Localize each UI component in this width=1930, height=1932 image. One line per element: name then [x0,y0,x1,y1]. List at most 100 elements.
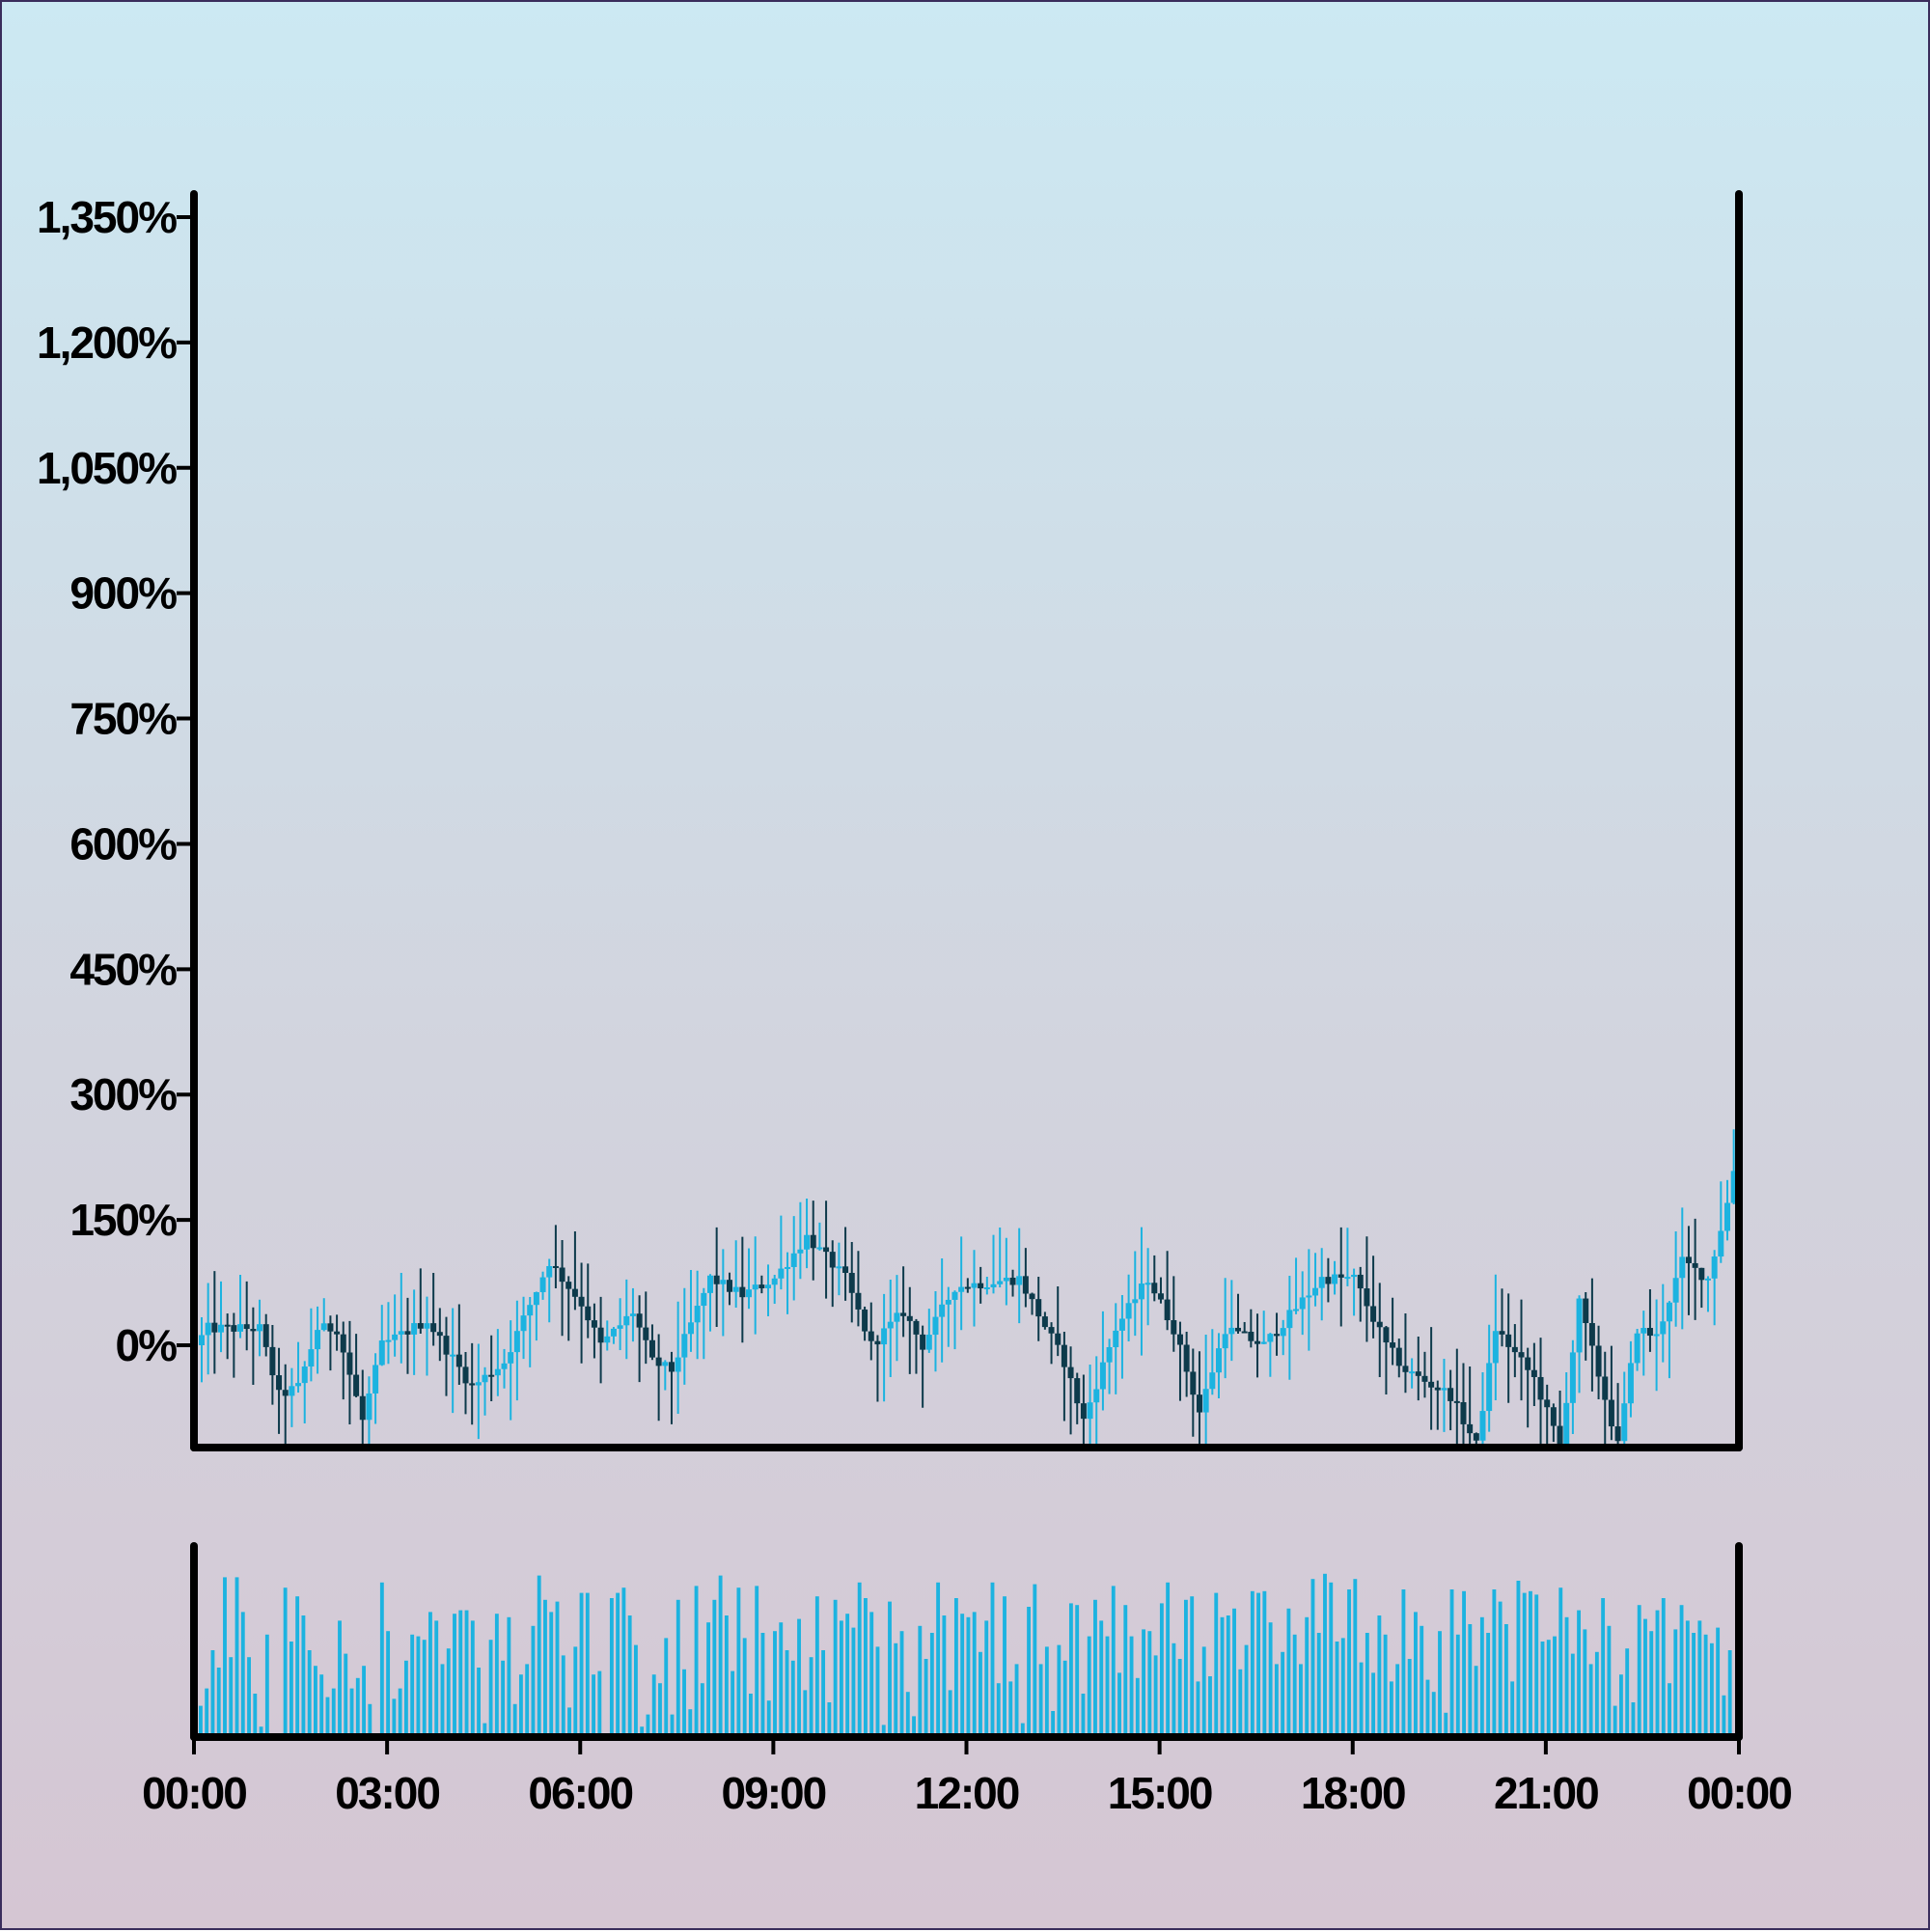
candle-body [218,1324,225,1333]
volume-bar [857,1582,862,1737]
volume-bar [1166,1582,1171,1737]
volume-bar [501,1660,506,1737]
volume-bar [924,1659,928,1737]
volume-bar [1008,1681,1013,1737]
candle-body [836,1266,842,1269]
volume-bar [1123,1605,1128,1737]
volume-bar [996,1683,1001,1737]
volume-bar [1244,1644,1249,1737]
volume-bar [1177,1659,1182,1737]
candle-body [1395,1347,1402,1366]
candle-body [1344,1277,1351,1280]
candle-body [765,1284,772,1288]
candle-body [1222,1334,1228,1349]
candle-body [571,1288,578,1297]
volume-bar [229,1657,234,1737]
volume-bar [755,1586,759,1737]
volume-bar [567,1707,571,1737]
candle-body [1479,1411,1486,1441]
volume-bar [1594,1651,1599,1737]
volume-bar [259,1726,263,1737]
candle-body [1569,1352,1576,1403]
volume-bar [1329,1582,1334,1737]
candle-body [1679,1256,1686,1279]
volume-bar [736,1587,741,1737]
candle-body [887,1321,894,1329]
candle-body [1171,1320,1177,1335]
volume-bar [664,1638,669,1737]
volume-bar [1286,1608,1291,1737]
candle-body [1254,1340,1261,1344]
volume-bar [651,1674,656,1737]
candle-body [205,1322,211,1336]
candle-body [469,1383,476,1386]
candle-body [1151,1283,1158,1294]
candle-body [269,1346,276,1376]
volume-bar [1618,1674,1623,1737]
candle-body [1280,1328,1286,1337]
candle-body [1190,1371,1197,1395]
volume-bar [416,1636,421,1737]
candle-body [785,1266,791,1269]
candle-body [1080,1403,1087,1420]
candle-body [1318,1277,1325,1288]
volume-bar [525,1664,530,1737]
volume-bar [1649,1631,1654,1737]
candle-body [990,1283,997,1288]
candle-body [681,1334,688,1358]
volume-bar [809,1657,813,1737]
candle-body [804,1234,811,1250]
candle-body [585,1306,592,1321]
candle-body [1138,1283,1144,1300]
volume-bar [1570,1653,1575,1737]
volume-bar [1033,1584,1037,1737]
volume-bar [392,1698,397,1737]
volume-bar [700,1683,704,1737]
candle-body [720,1280,727,1284]
volume-bar [790,1660,795,1737]
volume-bar [1438,1631,1442,1737]
volume-bar [301,1615,306,1737]
candle-body [675,1357,681,1372]
volume-bar [1081,1694,1086,1737]
volume-bar [205,1688,209,1737]
volume-bar [1498,1601,1503,1737]
volume-bar [240,1612,245,1737]
volume-bar [1631,1702,1636,1737]
volume-bar [1534,1594,1539,1737]
volume-bar [398,1688,402,1737]
candle-body [320,1323,327,1331]
volume-bar [682,1669,686,1737]
volume-bar [875,1646,880,1737]
volume-bar [1703,1634,1708,1737]
volume-bar [1220,1616,1225,1737]
candle-body [308,1349,315,1367]
candle-body [1183,1344,1190,1372]
candle-body [1113,1330,1119,1347]
candle-body [964,1286,971,1289]
candle-body [359,1395,366,1421]
candle-body [662,1362,669,1366]
candle-body [746,1289,753,1298]
candle-body [1511,1346,1518,1353]
volume-bar [966,1616,971,1737]
volume-bar [234,1577,239,1737]
volume-bar [592,1674,596,1737]
volume-bar [512,1703,517,1737]
candle-body [701,1292,707,1307]
volume-bar [247,1657,251,1737]
candle-body [1595,1345,1602,1377]
candle-body [951,1291,958,1300]
candle-body [1248,1331,1254,1341]
volume-bar [1503,1624,1508,1737]
candle-body [797,1249,804,1254]
candle-body [315,1330,321,1350]
candle-body [1087,1402,1093,1420]
candle-body [243,1324,250,1330]
volume-bar [1014,1664,1019,1737]
volume-bar [264,1634,269,1737]
candle-body [1434,1387,1441,1391]
volume-bar [1153,1655,1158,1737]
volume-bar [1190,1596,1195,1737]
volume-bar [368,1703,372,1737]
